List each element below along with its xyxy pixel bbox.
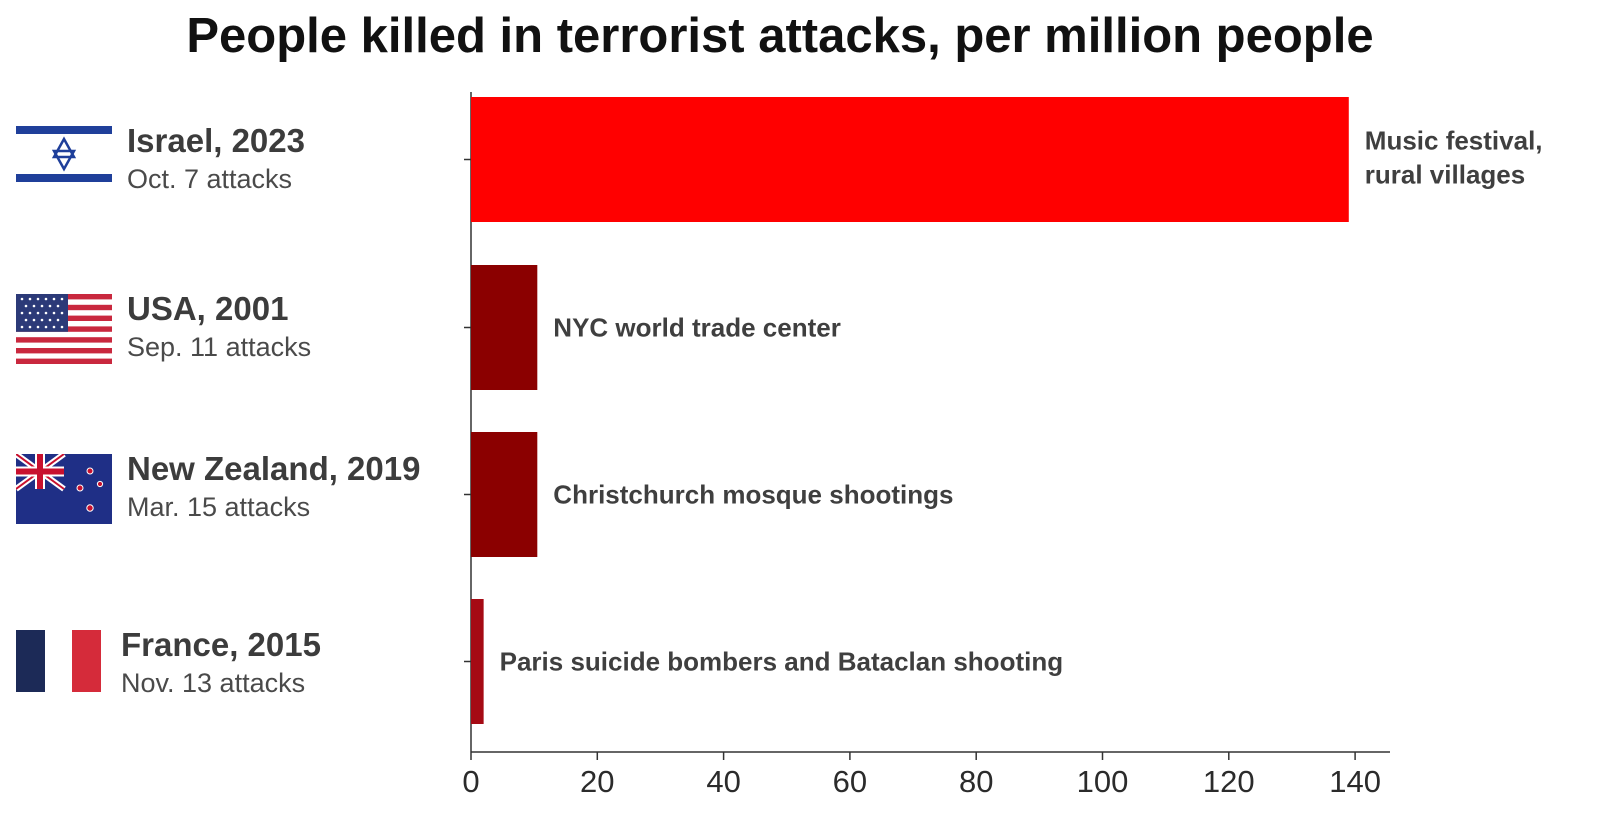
israel-flag-icon — [16, 122, 112, 192]
new-zealand-flag-icon — [16, 454, 112, 524]
bar-annotation: Christchurch mosque shootings — [553, 480, 953, 510]
bar-annotation: rural villages — [1365, 160, 1525, 190]
bar-annotation: Paris suicide bombers and Bataclan shoot… — [500, 647, 1063, 677]
x-tick-label: 120 — [1203, 764, 1255, 799]
category-label: New Zealand, 2019 — [127, 450, 421, 487]
bar — [471, 97, 1349, 222]
x-tick-label: 60 — [833, 764, 867, 799]
row-label-new-zealand: New Zealand, 2019 Mar. 15 attacks — [0, 450, 470, 550]
category-label: USA, 2001 — [127, 290, 289, 327]
chart-title: People killed in terrorist attacks, per … — [186, 9, 1374, 63]
row-label-france: France, 2015 Nov. 13 attacks — [0, 626, 470, 726]
x-tick-label: 40 — [706, 764, 740, 799]
bar-annotation: Music festival, — [1365, 126, 1543, 156]
bar — [471, 265, 538, 390]
france-flag-icon — [16, 630, 104, 700]
usa-flag-icon — [16, 294, 112, 364]
category-subtitle: Oct. 7 attacks — [127, 164, 293, 194]
bar-annotation: NYC world trade center — [553, 313, 841, 343]
category-label: France, 2015 — [121, 626, 321, 663]
x-tick-label: 0 — [462, 764, 479, 799]
category-label: Israel, 2023 — [127, 122, 305, 159]
bar — [471, 599, 484, 724]
x-tick-label: 140 — [1329, 764, 1381, 799]
category-subtitle: Sep. 11 attacks — [127, 332, 312, 362]
x-tick-label: 20 — [580, 764, 614, 799]
category-subtitle: Mar. 15 attacks — [127, 492, 311, 522]
row-label-israel: Israel, 2023 Oct. 7 attacks — [0, 122, 470, 222]
row-label-usa: USA, 2001 Sep. 11 attacks — [0, 290, 470, 390]
bar — [471, 432, 538, 557]
category-subtitle: Nov. 13 attacks — [121, 668, 306, 698]
x-tick-label: 100 — [1077, 764, 1129, 799]
x-tick-label: 80 — [959, 764, 993, 799]
